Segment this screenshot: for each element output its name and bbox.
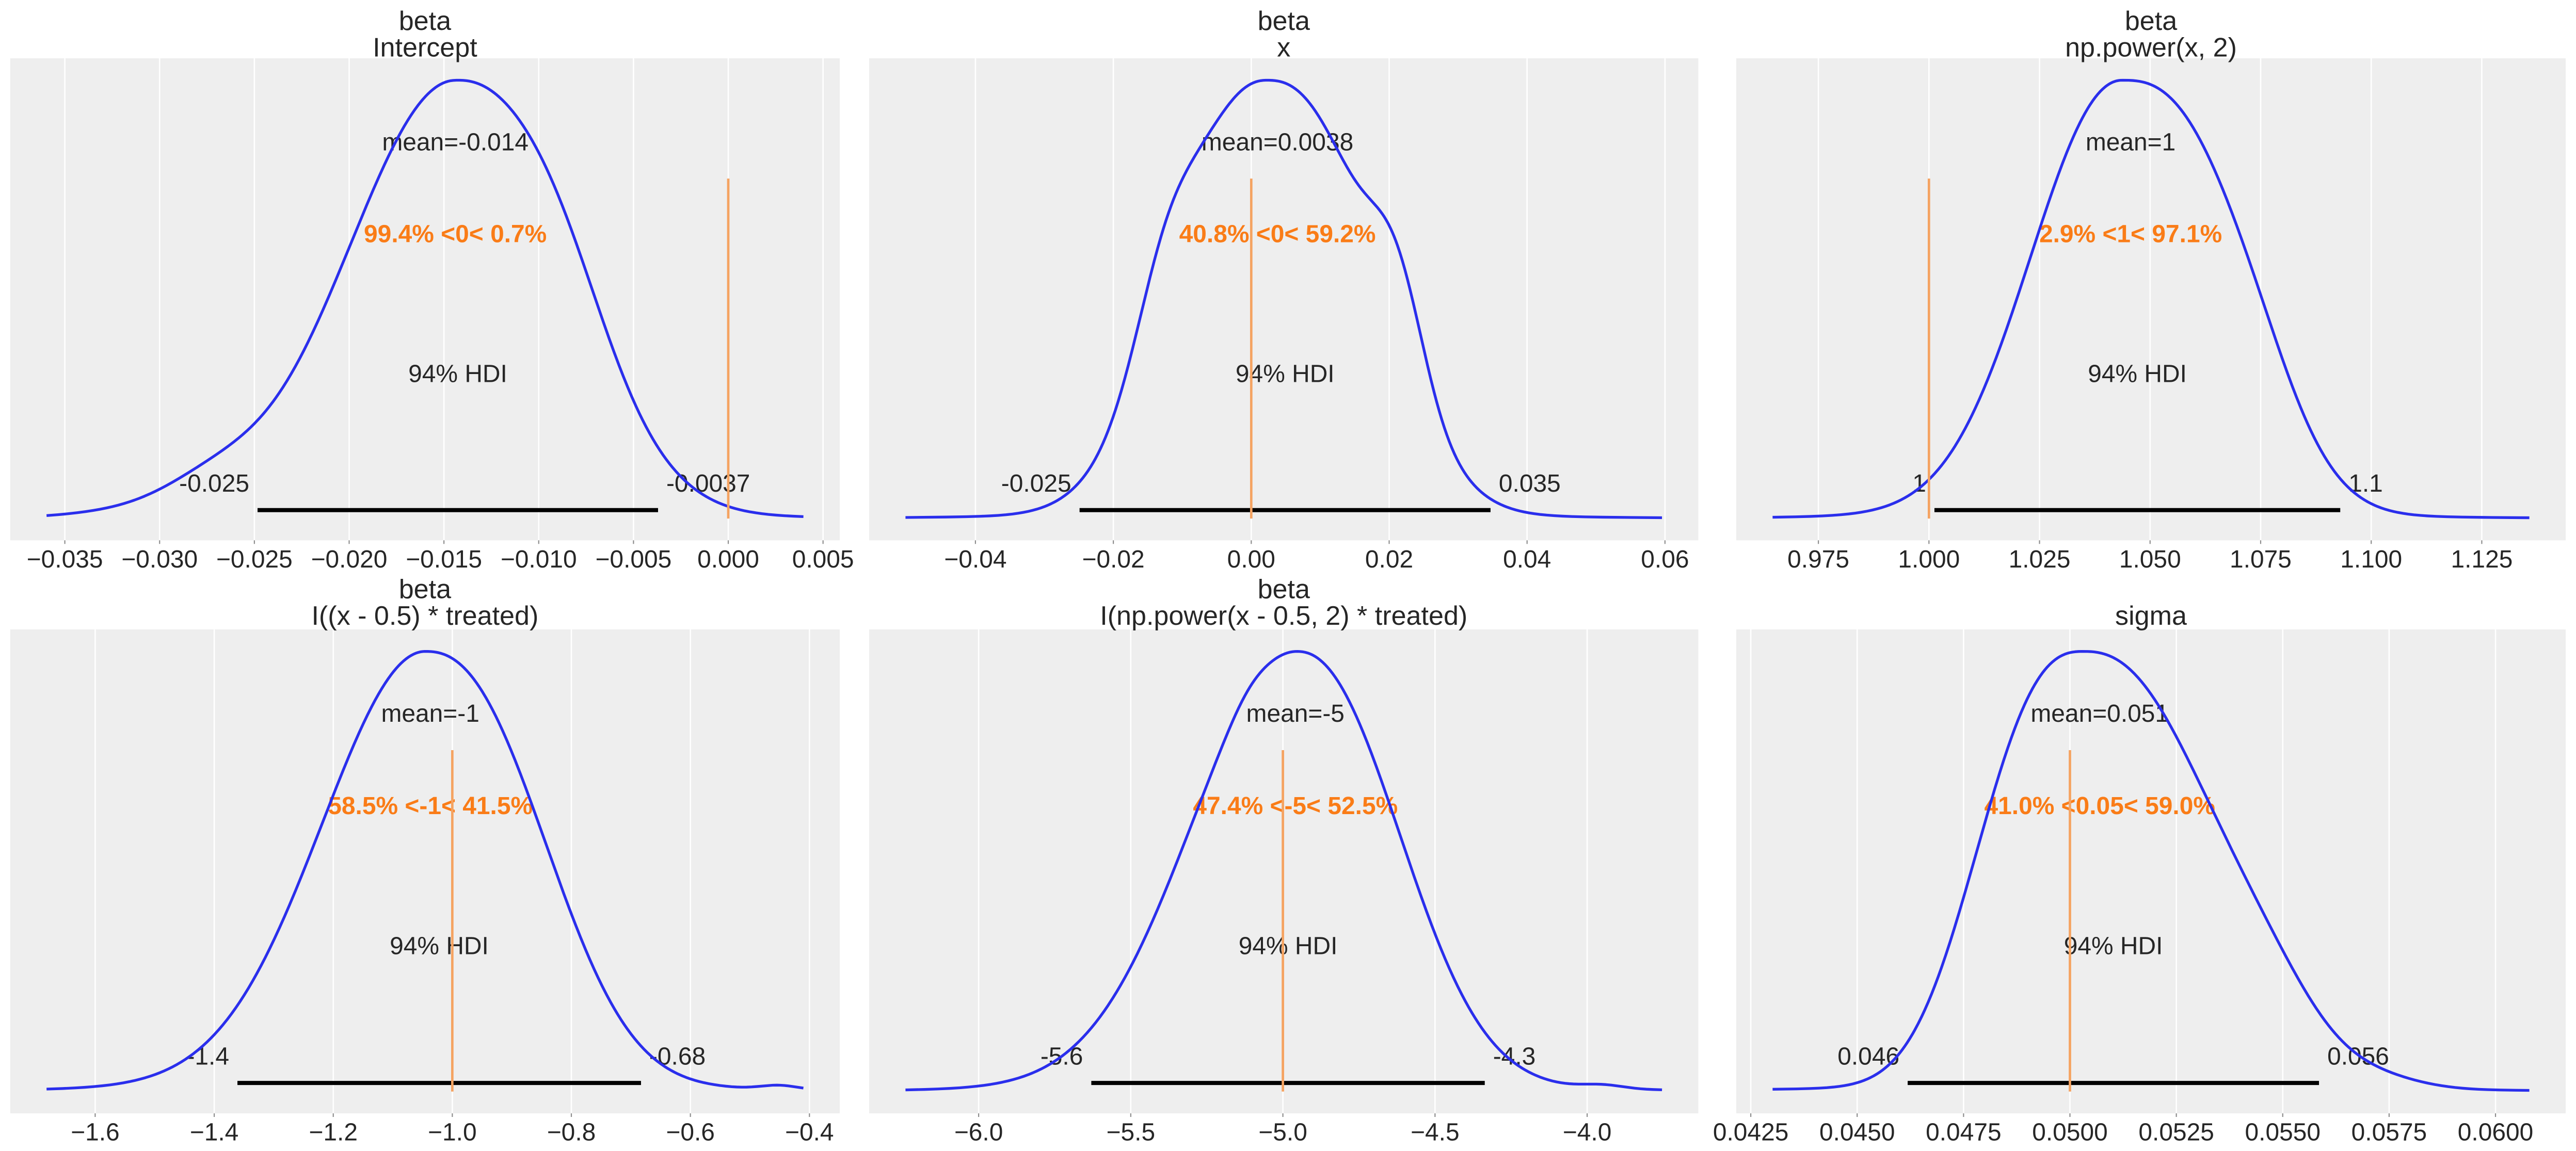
svg-text:1.100: 1.100	[2340, 546, 2402, 573]
svg-text:−0.02: −0.02	[1082, 546, 1144, 573]
svg-text:-4.3: -4.3	[1493, 1043, 1536, 1070]
svg-text:0.0575: 0.0575	[2351, 1119, 2427, 1146]
svg-text:0.0550: 0.0550	[2245, 1119, 2321, 1146]
svg-text:beta: beta	[2125, 6, 2177, 36]
svg-text:−0.005: −0.005	[595, 546, 671, 573]
svg-text:94% HDI: 94% HDI	[2088, 360, 2187, 387]
svg-text:sigma: sigma	[2115, 601, 2187, 631]
svg-text:Intercept: Intercept	[373, 33, 477, 63]
svg-text:I(np.power(x - 0.5, 2) * treat: I(np.power(x - 0.5, 2) * treated)	[1100, 601, 1467, 631]
svg-text:mean=-5: mean=-5	[1246, 700, 1345, 727]
svg-text:beta: beta	[1258, 574, 1310, 604]
svg-text:−0.035: −0.035	[27, 546, 103, 573]
svg-text:−1.4: −1.4	[190, 1119, 239, 1146]
svg-text:0.046: 0.046	[1837, 1043, 1899, 1070]
svg-text:0.0475: 0.0475	[1926, 1119, 2002, 1146]
svg-text:0.0450: 0.0450	[1819, 1119, 1895, 1146]
svg-text:x: x	[1277, 33, 1290, 63]
svg-text:beta: beta	[399, 6, 451, 36]
svg-text:mean=1: mean=1	[2086, 128, 2175, 156]
svg-text:0.04: 0.04	[1503, 546, 1551, 573]
svg-text:94% HDI: 94% HDI	[408, 360, 507, 387]
svg-text:−5.5: −5.5	[1107, 1119, 1156, 1146]
svg-text:1.025: 1.025	[2009, 546, 2071, 573]
svg-text:−4.0: −4.0	[1563, 1119, 1612, 1146]
svg-text:1.000: 1.000	[1898, 546, 1960, 573]
svg-text:0.0500: 0.0500	[2032, 1119, 2108, 1146]
svg-text:mean=-1: mean=-1	[381, 700, 479, 727]
svg-text:0.005: 0.005	[792, 546, 854, 573]
svg-text:99.4% <0< 0.7%: 99.4% <0< 0.7%	[364, 221, 547, 248]
svg-text:0.000: 0.000	[697, 546, 759, 573]
svg-text:0.02: 0.02	[1365, 546, 1413, 573]
svg-text:-0.025: -0.025	[179, 470, 249, 497]
svg-text:−0.020: −0.020	[311, 546, 388, 573]
svg-text:0.0525: 0.0525	[2138, 1119, 2214, 1146]
svg-text:-0.025: -0.025	[1001, 470, 1071, 497]
svg-text:mean=-0.014: mean=-0.014	[382, 128, 529, 156]
svg-text:41.0% <0.05< 59.0%: 41.0% <0.05< 59.0%	[1984, 792, 2215, 820]
svg-text:−0.8: −0.8	[547, 1119, 596, 1146]
svg-text:47.4% <-5< 52.5%: 47.4% <-5< 52.5%	[1193, 792, 1398, 820]
svg-text:I((x - 0.5) * treated): I((x - 0.5) * treated)	[311, 601, 538, 631]
svg-text:-1.4: -1.4	[186, 1043, 229, 1070]
svg-text:0.975: 0.975	[1787, 546, 1849, 573]
svg-text:−1.6: −1.6	[71, 1119, 120, 1146]
svg-text:94% HDI: 94% HDI	[2064, 933, 2163, 960]
svg-text:beta: beta	[399, 574, 451, 604]
svg-text:−0.030: −0.030	[121, 546, 198, 573]
svg-text:1.075: 1.075	[2230, 546, 2292, 573]
svg-text:−5.0: −5.0	[1258, 1119, 1307, 1146]
svg-text:beta: beta	[1258, 6, 1310, 36]
svg-text:0.00: 0.00	[1227, 546, 1275, 573]
svg-text:1.125: 1.125	[2451, 546, 2513, 573]
svg-text:mean=0.0038: mean=0.0038	[1202, 128, 1353, 156]
svg-text:−4.5: −4.5	[1411, 1119, 1460, 1146]
svg-text:94% HDI: 94% HDI	[1239, 933, 1338, 960]
svg-text:-0.68: -0.68	[649, 1043, 706, 1070]
svg-text:−0.4: −0.4	[785, 1119, 834, 1146]
svg-text:−1.0: −1.0	[428, 1119, 477, 1146]
svg-text:−0.04: −0.04	[944, 546, 1006, 573]
svg-text:−0.025: −0.025	[216, 546, 293, 573]
svg-text:0.0425: 0.0425	[1713, 1119, 1789, 1146]
svg-text:58.5% <-1< 41.5%: 58.5% <-1< 41.5%	[328, 792, 533, 820]
svg-text:0.0600: 0.0600	[2458, 1119, 2534, 1146]
svg-text:40.8% <0< 59.2%: 40.8% <0< 59.2%	[1179, 221, 1376, 248]
svg-text:−1.2: −1.2	[309, 1119, 358, 1146]
svg-text:0.06: 0.06	[1641, 546, 1689, 573]
svg-text:np.power(x, 2): np.power(x, 2)	[2065, 33, 2237, 63]
svg-text:0.035: 0.035	[1499, 470, 1561, 497]
svg-text:2.9% <1< 97.1%: 2.9% <1< 97.1%	[2039, 221, 2222, 248]
svg-text:−0.010: −0.010	[501, 546, 577, 573]
svg-text:−6.0: −6.0	[954, 1119, 1003, 1146]
svg-text:−0.015: −0.015	[406, 546, 482, 573]
svg-text:−0.6: −0.6	[666, 1119, 715, 1146]
svg-text:1.050: 1.050	[2119, 546, 2181, 573]
svg-text:94% HDI: 94% HDI	[390, 933, 489, 960]
svg-text:mean=0.051: mean=0.051	[2030, 700, 2169, 727]
